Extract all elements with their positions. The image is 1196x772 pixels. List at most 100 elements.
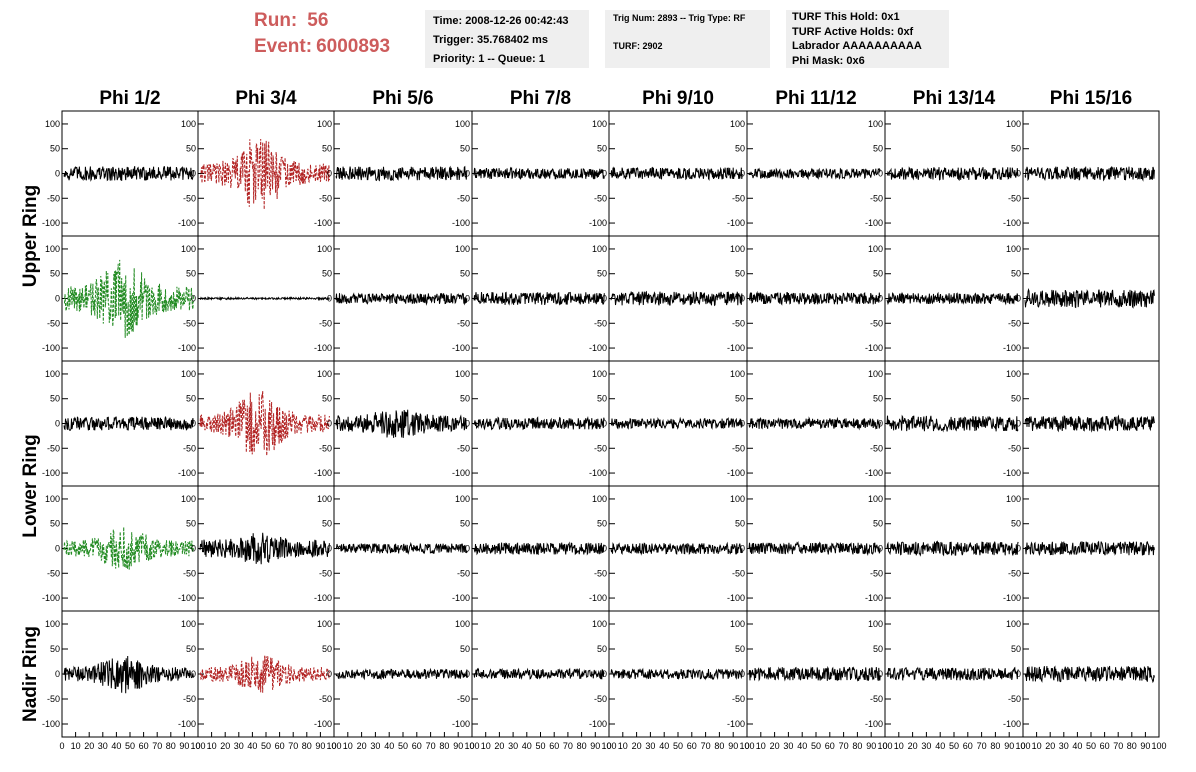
y-tick-label: 100: [317, 619, 332, 629]
x-tick-label: 20: [770, 741, 780, 751]
y-tick-label: -100: [178, 218, 196, 228]
column-header-5: Phi 9/10: [642, 88, 714, 109]
y-tick-label: -50: [870, 694, 883, 704]
y-tick-label: 0: [740, 294, 745, 304]
y-tick-label: 0: [1016, 169, 1021, 179]
waveform-r1-c4: [473, 166, 605, 180]
y-tick-label: 0: [55, 419, 60, 429]
y-tick-label: 100: [868, 369, 883, 379]
y-tick-label: 50: [460, 269, 470, 279]
x-tick-label: 100: [326, 741, 341, 751]
x-tick-label: 30: [98, 741, 108, 751]
y-tick-label: 50: [873, 644, 883, 654]
x-tick-label: 0: [1020, 741, 1025, 751]
waveform-r2-c8: [1024, 288, 1155, 309]
y-tick-label: -50: [870, 318, 883, 328]
x-tick-label: 80: [852, 741, 862, 751]
x-tick-label: 60: [963, 741, 973, 751]
y-tick-label: 100: [1006, 619, 1021, 629]
x-tick-label: 90: [179, 741, 189, 751]
waveform-r5-c2: [199, 655, 330, 693]
y-tick-label: 0: [55, 169, 60, 179]
y-tick-label: 50: [597, 644, 607, 654]
x-tick-label: 50: [261, 741, 271, 751]
y-tick-label: -50: [732, 318, 745, 328]
ring-label-1: Upper Ring: [20, 185, 41, 287]
y-tick-label: 0: [327, 419, 332, 429]
y-tick-label: 0: [55, 544, 60, 554]
x-tick-label: 20: [84, 741, 94, 751]
y-tick-label: -100: [452, 343, 470, 353]
y-tick-label: -50: [47, 694, 60, 704]
y-tick-label: 100: [181, 119, 196, 129]
y-tick-label: 0: [602, 169, 607, 179]
y-tick-label: 0: [191, 169, 196, 179]
ring-label-2: Lower Ring: [20, 434, 41, 537]
y-tick-label: 0: [1016, 294, 1021, 304]
x-tick-label: 10: [618, 741, 628, 751]
y-tick-label: -50: [457, 694, 470, 704]
run-event-header: Run: 56 Event: 6000893: [254, 8, 390, 60]
y-tick-label: -100: [589, 593, 607, 603]
waveform-r3-c7: [886, 414, 1019, 433]
y-tick-label: 100: [592, 494, 607, 504]
y-tick-label: -50: [47, 443, 60, 453]
column-header-2: Phi 3/4: [235, 88, 297, 109]
waveform-r3-c5: [610, 416, 743, 430]
x-tick-label: 100: [1151, 741, 1166, 751]
y-tick-label: -100: [589, 719, 607, 729]
y-tick-label: 50: [735, 144, 745, 154]
x-tick-label: 70: [426, 741, 436, 751]
y-tick-label: -100: [42, 593, 60, 603]
y-tick-label: -100: [42, 218, 60, 228]
x-tick-label: 70: [152, 741, 162, 751]
trigger-text: Trigger: 35.768402 ms: [433, 34, 548, 46]
x-tick-label: 90: [590, 741, 600, 751]
y-tick-label: -50: [1008, 694, 1021, 704]
x-tick-label: 60: [1100, 741, 1110, 751]
y-tick-label: 50: [460, 644, 470, 654]
y-tick-label: 0: [55, 669, 60, 679]
y-tick-label: 100: [181, 244, 196, 254]
y-tick-label: 100: [730, 119, 745, 129]
y-tick-label: 100: [181, 369, 196, 379]
x-tick-label: 0: [59, 741, 64, 751]
y-tick-label: 50: [1011, 394, 1021, 404]
y-tick-label: 0: [191, 294, 196, 304]
x-tick-label: 10: [894, 741, 904, 751]
y-tick-label: -50: [319, 193, 332, 203]
y-tick-label: 100: [730, 369, 745, 379]
y-tick-label: 100: [455, 619, 470, 629]
y-tick-label: -50: [183, 193, 196, 203]
turf-active-holds-text: TURF Active Holds: 0xf: [792, 25, 914, 38]
x-tick-label: 90: [453, 741, 463, 751]
x-tick-label: 90: [1004, 741, 1014, 751]
x-tick-label: 50: [398, 741, 408, 751]
y-tick-label: 0: [878, 294, 883, 304]
y-tick-label: 100: [592, 244, 607, 254]
x-tick-label: 80: [990, 741, 1000, 751]
x-tick-label: 80: [1127, 741, 1137, 751]
x-tick-label: 100: [601, 741, 616, 751]
x-tick-label: 50: [535, 741, 545, 751]
y-tick-label: -100: [314, 719, 332, 729]
y-tick-label: -50: [594, 318, 607, 328]
x-tick-label: 90: [728, 741, 738, 751]
y-tick-label: 100: [1006, 494, 1021, 504]
y-tick-label: 0: [602, 419, 607, 429]
y-tick-label: -50: [457, 318, 470, 328]
trig-info-box: Trig Num: 2893 -- Trig Type: RF TURF: 29…: [605, 10, 770, 68]
x-tick-label: 20: [357, 741, 367, 751]
y-tick-label: 100: [730, 619, 745, 629]
y-tick-label: 0: [465, 544, 470, 554]
x-tick-label: 40: [797, 741, 807, 751]
run-value: 56: [307, 10, 329, 31]
y-tick-label: -100: [727, 719, 745, 729]
y-tick-label: 50: [322, 519, 332, 529]
x-tick-label: 30: [1059, 741, 1069, 751]
x-tick-label: 50: [811, 741, 821, 751]
x-tick-label: 0: [882, 741, 887, 751]
y-tick-label: -50: [319, 694, 332, 704]
x-tick-label: 20: [220, 741, 230, 751]
y-tick-label: 0: [191, 669, 196, 679]
